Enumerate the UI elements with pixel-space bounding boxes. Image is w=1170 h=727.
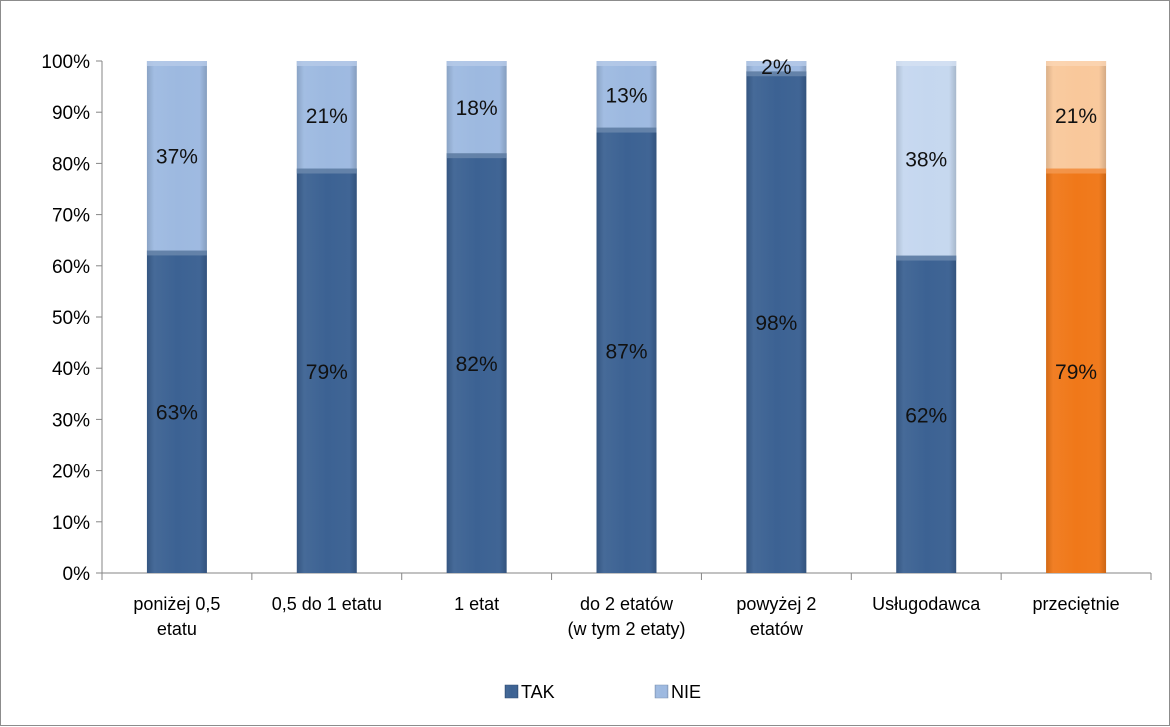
bar-segment-nie-bevel [146,61,207,66]
bar-segment-nie [146,61,207,251]
bar-segment-nie [1046,61,1107,169]
bar-segment-tak [146,250,207,573]
bar-segment-tak [746,71,807,574]
data-label-nie: 21% [1055,105,1097,128]
data-label-nie: 2% [761,56,791,79]
bar-segment-nie-bevel [296,61,357,66]
y-tick-label: 100% [41,52,90,73]
x-category-label: 1 etat [454,594,499,614]
data-label-nie: 38% [905,148,947,171]
bar-segment-nie-bevel [1046,61,1107,66]
data-label-tak: 79% [306,361,348,384]
legend-label-tak: TAK [521,682,555,702]
x-category-label: Usługodawca [872,594,981,614]
x-category-label: etatów [750,619,804,639]
bar-segment-tak [1046,168,1107,573]
data-label-tak: 79% [1055,361,1097,384]
legend-swatch-tak [504,684,519,699]
bar-segment-nie [896,61,957,256]
bar-segment-nie-bevel [746,61,807,66]
x-category-label: poniżej 0,5 [133,594,220,614]
bar-segment-nie [296,61,357,169]
bar-segment-tak-bevel [596,127,657,133]
bar-segment-nie-bevel [596,61,657,66]
x-category-label: 0,5 do 1 etatu [272,594,382,614]
y-tick-label: 0% [63,564,91,585]
x-category-label: powyżej 2 [736,594,816,614]
data-label-tak: 98% [755,312,797,335]
x-category-label: do 2 etatów [580,594,674,614]
data-label-nie: 37% [156,146,198,169]
data-labels: 63% 37% 79% 21% 82% 18% 87% 13% 98% 2% 62% 38% 79% 21… [156,56,1097,427]
bar-segment-nie [596,61,657,128]
y-tick-label: 90% [52,103,90,124]
data-label-tak: 63% [156,402,198,425]
y-tick-label: 40% [52,359,90,380]
legend: TAK NIE [504,682,701,702]
bar-segment-tak-bevel [296,168,357,174]
bar-segment-tak [296,168,357,573]
legend-label-nie: NIE [671,682,701,702]
bar-segment-tak [896,255,957,573]
bar-segment-nie [446,61,507,154]
data-label-nie: 18% [456,97,498,120]
y-tick-label: 70% [52,206,90,227]
legend-item-nie: NIE [654,682,701,702]
y-tick-label: 80% [52,154,90,175]
bars [146,61,1107,574]
data-label-tak: 87% [605,340,647,363]
y-tick-label: 20% [52,462,90,483]
bar-segment-nie-bevel [896,61,957,66]
y-tick-label: 60% [52,257,90,278]
bar-segment-nie-bevel [446,61,507,66]
y-tick-label: 50% [52,308,90,329]
y-tick-label: 30% [52,410,90,431]
data-label-nie: 21% [306,105,348,128]
bar-segment-tak-bevel [896,255,957,261]
x-category-label: (w tym 2 etaty) [567,619,685,639]
bar-segment-tak-bevel [146,250,207,256]
bar-segment-tak-bevel [446,153,507,159]
data-label-nie: 13% [605,84,647,107]
legend-swatch-nie [654,684,669,699]
axes: 0% 10% 20% 30% 40% 50% 60% 70% 80% 90% 100% poniżej… [41,52,1152,639]
bar-segment-tak-bevel [1046,168,1107,174]
y-tick-label: 10% [52,513,90,534]
bar-segment-tak-bevel [746,71,807,77]
legend-item-tak: TAK [504,682,555,702]
bar-segment-tak [596,127,657,573]
x-category-label: przeciętnie [1033,594,1120,614]
x-category-label: etatu [157,619,197,639]
bar-segment-tak [446,153,507,573]
data-label-tak: 82% [456,353,498,376]
data-label-tak: 62% [905,404,947,427]
bar-segment-nie [746,61,807,72]
